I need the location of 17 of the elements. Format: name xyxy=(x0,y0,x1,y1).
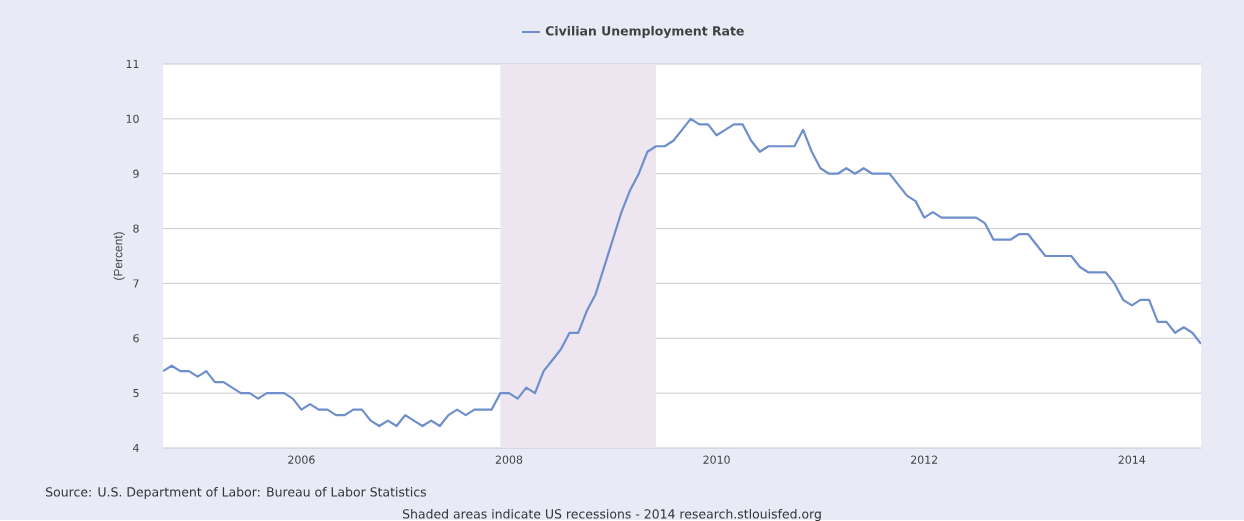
legend-label: Civilian Unemployment Rate xyxy=(545,25,744,39)
y-tick-label: 7 xyxy=(133,279,139,288)
x-tick-label: 2014 xyxy=(1118,455,1146,464)
text: Shaded areas indicate US recessions - 2014 research.stlouisfed.org xyxy=(402,508,821,521)
source-note: Source: U.S. Department of Labor: Bureau of Labor Statistics xyxy=(46,486,426,500)
y-tick-label: 6 xyxy=(133,334,139,343)
y-axis-title: (Percent) xyxy=(113,232,125,280)
y-tick-label: 11 xyxy=(126,60,139,68)
x-tick-label: 2012 xyxy=(911,455,938,464)
y-tick-label: 9 xyxy=(133,169,139,178)
y-tick-label: 4 xyxy=(133,444,139,452)
y-tick-label: 8 xyxy=(133,224,139,233)
y-tick-label: 5 xyxy=(133,389,139,398)
x-tick-label: 2008 xyxy=(495,455,523,464)
y-tick-label: 10 xyxy=(126,114,139,123)
x-tick-label: 2010 xyxy=(703,455,730,464)
x-tick-label: 2006 xyxy=(288,455,315,464)
